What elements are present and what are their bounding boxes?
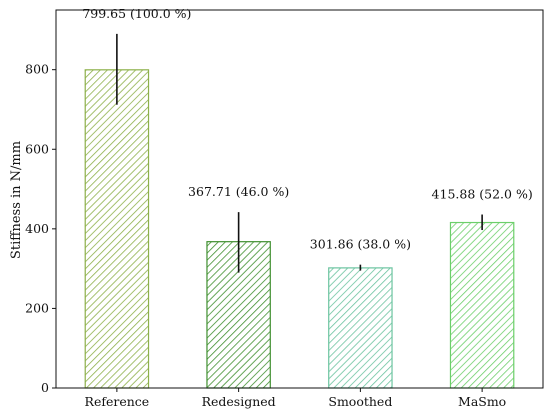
y-tick-label: 0 (41, 380, 49, 395)
x-tick-label: Smoothed (328, 394, 392, 409)
x-tick-label: Reference (85, 394, 150, 409)
y-axis-label: Stiffness in N/mm (9, 141, 24, 259)
error-bars-layer (116, 33, 483, 273)
bar-value-label: 415.88 (52.0 %) (432, 187, 533, 202)
plot-frame (55, 9, 544, 389)
bar-value-label: 301.86 (38.0 %) (310, 237, 411, 252)
bars-layer (84, 69, 515, 389)
y-tick-label: 200 (25, 300, 49, 315)
axes-layer: Reference Redesigned Smoothed MaSmo 0 200 400 6… (25, 9, 544, 409)
y-tick-label: 400 (25, 221, 49, 236)
y-tick-label: 600 (25, 141, 49, 156)
y-tick-label: 800 (25, 62, 49, 77)
bar-masmo (449, 221, 515, 389)
x-tick-label: Redesigned (202, 394, 276, 409)
bar-value-label: 799.65 (100.0 %) (82, 6, 191, 21)
bar-reference (84, 69, 150, 389)
bar-smoothed (328, 267, 393, 389)
bar-value-label: 367.71 (46.0 %) (188, 184, 289, 199)
bar-labels-layer: 799.65 (100.0 %) 367.71 (46.0 %) 301.86 (3… (82, 6, 532, 252)
x-tick-label: MaSmo (458, 394, 506, 409)
